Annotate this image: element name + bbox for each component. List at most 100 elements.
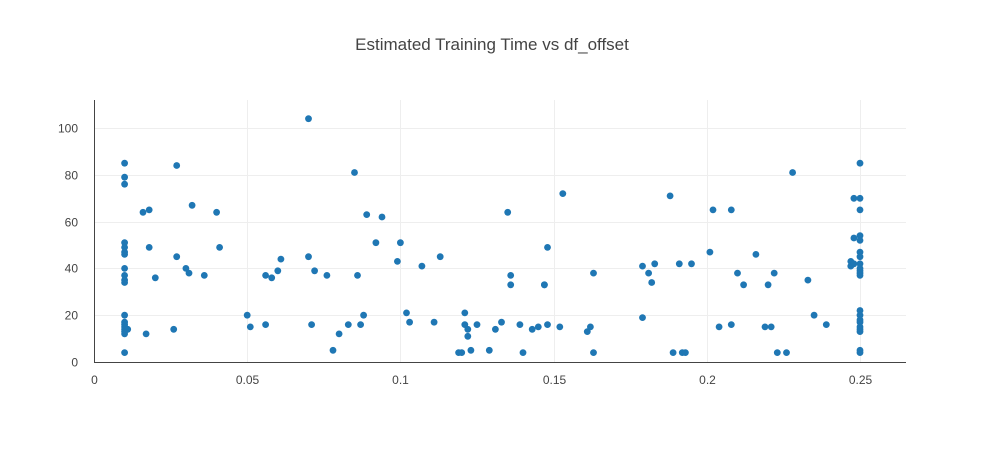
data-point: [752, 251, 760, 258]
data-point: [394, 258, 401, 265]
data-point: [740, 281, 747, 289]
data-point: [124, 325, 132, 333]
y-tick-label: 20: [65, 309, 79, 323]
data-point: [243, 311, 251, 319]
chart-title: Estimated Training Time vs df_offset: [355, 35, 629, 54]
data-point: [121, 173, 128, 181]
data-point: [587, 323, 594, 331]
data-point: [669, 349, 677, 356]
data-point: [850, 260, 858, 268]
data-point: [810, 311, 818, 319]
data-point: [507, 281, 515, 289]
data-point: [648, 279, 656, 286]
data-point: [856, 237, 864, 244]
data-point: [544, 321, 551, 328]
data-point: [682, 349, 689, 356]
data-point: [363, 211, 371, 219]
data-point: [329, 346, 337, 354]
y-tick-label: 100: [58, 122, 78, 136]
data-point: [706, 248, 714, 256]
data-point: [121, 239, 128, 247]
data-point: [507, 272, 515, 279]
grid-lines: [94, 100, 906, 362]
y-tick-label: 80: [65, 169, 79, 183]
data-point: [305, 115, 312, 123]
data-point: [715, 323, 723, 331]
data-point: [534, 323, 542, 331]
data-point: [142, 330, 150, 338]
data-point: [850, 234, 858, 242]
data-point: [590, 269, 597, 277]
data-point: [436, 253, 444, 261]
x-tick-label: 0.15: [543, 373, 567, 387]
data-point: [274, 267, 282, 275]
data-point: [856, 206, 864, 214]
data-point: [121, 279, 128, 286]
data-point: [559, 190, 567, 198]
data-point: [277, 255, 285, 263]
data-point: [856, 311, 864, 319]
data-point: [651, 260, 659, 268]
data-point: [246, 323, 254, 331]
data-point: [528, 325, 536, 333]
data-point: [804, 276, 812, 284]
data-point: [556, 323, 564, 331]
data-point: [200, 272, 208, 279]
data-point: [467, 346, 475, 354]
data-point: [464, 325, 472, 333]
data-point: [822, 321, 830, 328]
data-point: [645, 269, 652, 277]
data-point: [485, 346, 493, 354]
data-point: [403, 309, 410, 317]
x-tick-label: 0.2: [699, 373, 716, 387]
data-point: [216, 244, 224, 251]
data-point: [151, 274, 159, 282]
data-point: [666, 192, 674, 200]
data-point: [458, 349, 466, 356]
data-point: [727, 206, 735, 214]
data-point: [519, 349, 527, 356]
data-point: [639, 262, 646, 270]
data-point: [856, 194, 864, 202]
data-point: [492, 325, 499, 333]
data-point: [372, 239, 380, 247]
data-point: [709, 206, 717, 214]
data-point: [464, 332, 472, 340]
data-point: [856, 272, 864, 279]
data-point: [850, 194, 858, 202]
data-point: [675, 260, 683, 268]
data-point: [773, 349, 781, 356]
data-point: [173, 253, 181, 261]
data-point: [639, 314, 646, 321]
x-tick-label: 0.05: [236, 373, 260, 387]
data-point: [764, 281, 772, 289]
data-point: [351, 169, 358, 176]
data-point: [121, 265, 128, 272]
x-tick-label: 0.1: [392, 373, 409, 387]
data-point: [789, 169, 796, 176]
data-point: [121, 349, 128, 356]
data-point: [727, 321, 735, 328]
data-point: [344, 321, 352, 328]
data-point: [856, 328, 864, 335]
data-point: [185, 269, 193, 277]
y-tick-label: 60: [65, 216, 79, 230]
data-points: [121, 115, 864, 356]
data-point: [770, 269, 778, 277]
data-point: [856, 307, 864, 314]
data-point: [378, 213, 386, 221]
data-point: [856, 159, 864, 167]
data-point: [856, 349, 864, 356]
data-point: [121, 159, 128, 167]
data-point: [734, 269, 741, 277]
y-tick-label: 0: [71, 356, 78, 370]
data-point: [767, 323, 775, 331]
data-point: [516, 321, 524, 328]
data-point: [311, 267, 318, 275]
data-point: [173, 162, 181, 169]
data-point: [121, 244, 128, 251]
data-point: [406, 318, 413, 326]
data-point: [541, 281, 548, 289]
data-point: [139, 208, 147, 216]
